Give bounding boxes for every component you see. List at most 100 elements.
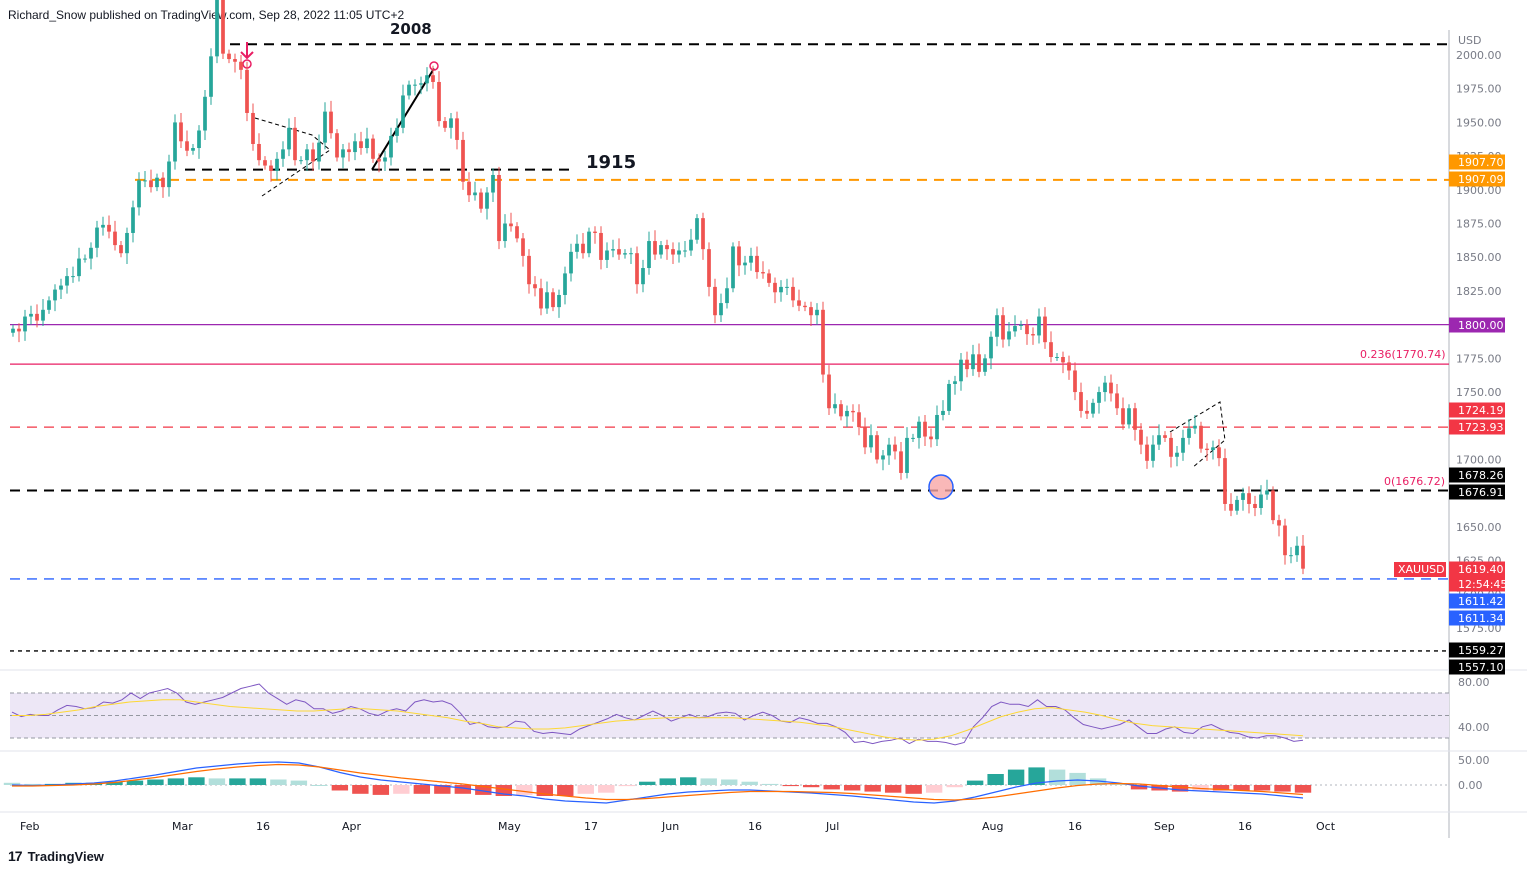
price-badge xyxy=(1449,484,1505,500)
candle-body xyxy=(497,174,501,242)
candle-body xyxy=(773,282,777,293)
macd-histogram-bar xyxy=(1130,785,1148,790)
candle-body xyxy=(845,410,849,417)
candle-body xyxy=(689,239,693,251)
candle-body xyxy=(953,381,957,384)
candle-body xyxy=(383,157,387,162)
candle-body xyxy=(185,141,189,151)
candle-body xyxy=(1157,435,1161,445)
candle-body xyxy=(881,455,885,460)
candle-body xyxy=(209,56,213,97)
candle-body xyxy=(77,258,81,277)
candle-body xyxy=(377,158,381,162)
price-badge xyxy=(1449,419,1505,435)
macd-histogram-bar xyxy=(618,785,635,787)
macd-histogram-bar xyxy=(925,785,943,793)
candle-body xyxy=(767,273,771,283)
candle-body xyxy=(533,284,537,289)
macd-histogram-bar xyxy=(413,785,431,794)
price-badge-label: 1800.00 xyxy=(1458,319,1504,332)
time-tick-label: 16 xyxy=(256,820,270,833)
price-badge-label: 1678.26 xyxy=(1458,469,1504,482)
candle-body xyxy=(971,354,975,370)
candle-body xyxy=(113,231,117,246)
candle-body xyxy=(1127,408,1131,425)
candle-body xyxy=(323,111,327,143)
candle-body xyxy=(983,358,987,372)
candle-body xyxy=(653,241,657,255)
candle-body xyxy=(1085,410,1089,414)
candle-body xyxy=(1241,493,1245,500)
candle-body xyxy=(1067,362,1071,371)
macd-histogram-bar xyxy=(577,785,594,794)
price-badge-label: 1611.34 xyxy=(1458,612,1504,625)
candle-body xyxy=(179,122,183,142)
candle-body xyxy=(47,300,51,310)
candle-body xyxy=(509,223,513,227)
candle-body xyxy=(65,276,69,286)
price-badge xyxy=(1449,402,1505,418)
candle-body xyxy=(521,238,525,256)
candle-body xyxy=(785,286,789,288)
candle-body xyxy=(719,303,723,316)
candle-body xyxy=(611,249,615,251)
macd-tick-label: 50.00 xyxy=(1458,754,1490,767)
fib-0-label: 0(1676.72) xyxy=(1384,475,1445,488)
price-tick-label: 1700.00 xyxy=(1456,453,1502,466)
candle-body xyxy=(401,95,405,128)
candle-body xyxy=(1037,316,1041,336)
macd-histogram-bar xyxy=(1028,767,1045,785)
candle-body xyxy=(551,292,555,308)
candle-body xyxy=(947,383,951,411)
candle-body xyxy=(455,118,459,140)
macd-histogram-bar xyxy=(905,785,922,794)
candle-body xyxy=(479,192,483,209)
candle-body xyxy=(101,224,105,228)
candle-body xyxy=(977,354,981,372)
candle-body xyxy=(311,149,315,162)
candle-body xyxy=(119,245,123,254)
macd-histogram-bar xyxy=(352,785,369,794)
macd-histogram-bar xyxy=(495,785,513,796)
candle-body xyxy=(137,180,141,208)
flag-pattern xyxy=(254,117,331,197)
candle-body xyxy=(215,0,219,57)
candle-body xyxy=(305,149,309,161)
macd-histogram-bar xyxy=(434,785,451,794)
candle-body xyxy=(1061,357,1065,363)
macd-histogram-bar xyxy=(454,785,472,794)
time-tick-label: Jul xyxy=(825,820,839,833)
candle-body xyxy=(929,436,933,440)
candle-body xyxy=(563,273,567,295)
candle-body xyxy=(617,249,621,255)
tradingview-brand[interactable]: 17 TradingView xyxy=(8,848,104,864)
time-tick-label: 16 xyxy=(1068,820,1082,833)
candle-body xyxy=(107,224,111,232)
candle-body xyxy=(851,410,855,413)
candle-body xyxy=(905,437,909,473)
candle-body xyxy=(1031,334,1035,336)
candle-body xyxy=(989,336,993,359)
candle-body xyxy=(95,227,99,248)
peak-marker-circle xyxy=(429,61,439,71)
candle-body xyxy=(749,255,753,263)
rsi-line xyxy=(11,683,1304,746)
candle-body xyxy=(677,250,681,255)
time-tick-label: Jun xyxy=(661,820,679,833)
candle-body xyxy=(995,315,999,337)
price-tick-label: 1975.00 xyxy=(1456,83,1502,96)
candle-body xyxy=(575,243,579,252)
candle-body xyxy=(707,249,711,287)
macd-histogram-bar xyxy=(536,785,553,796)
price-badge-label: 1619.40 xyxy=(1458,563,1504,576)
candle-body xyxy=(821,309,825,375)
candle-body xyxy=(29,313,33,317)
macd-histogram-bar xyxy=(700,778,717,785)
candle-body xyxy=(197,130,201,149)
macd-histogram-bar xyxy=(167,778,185,785)
candle-body xyxy=(539,288,543,309)
candle-body xyxy=(23,316,27,332)
candle-body xyxy=(809,307,813,316)
candle-body xyxy=(725,288,729,304)
